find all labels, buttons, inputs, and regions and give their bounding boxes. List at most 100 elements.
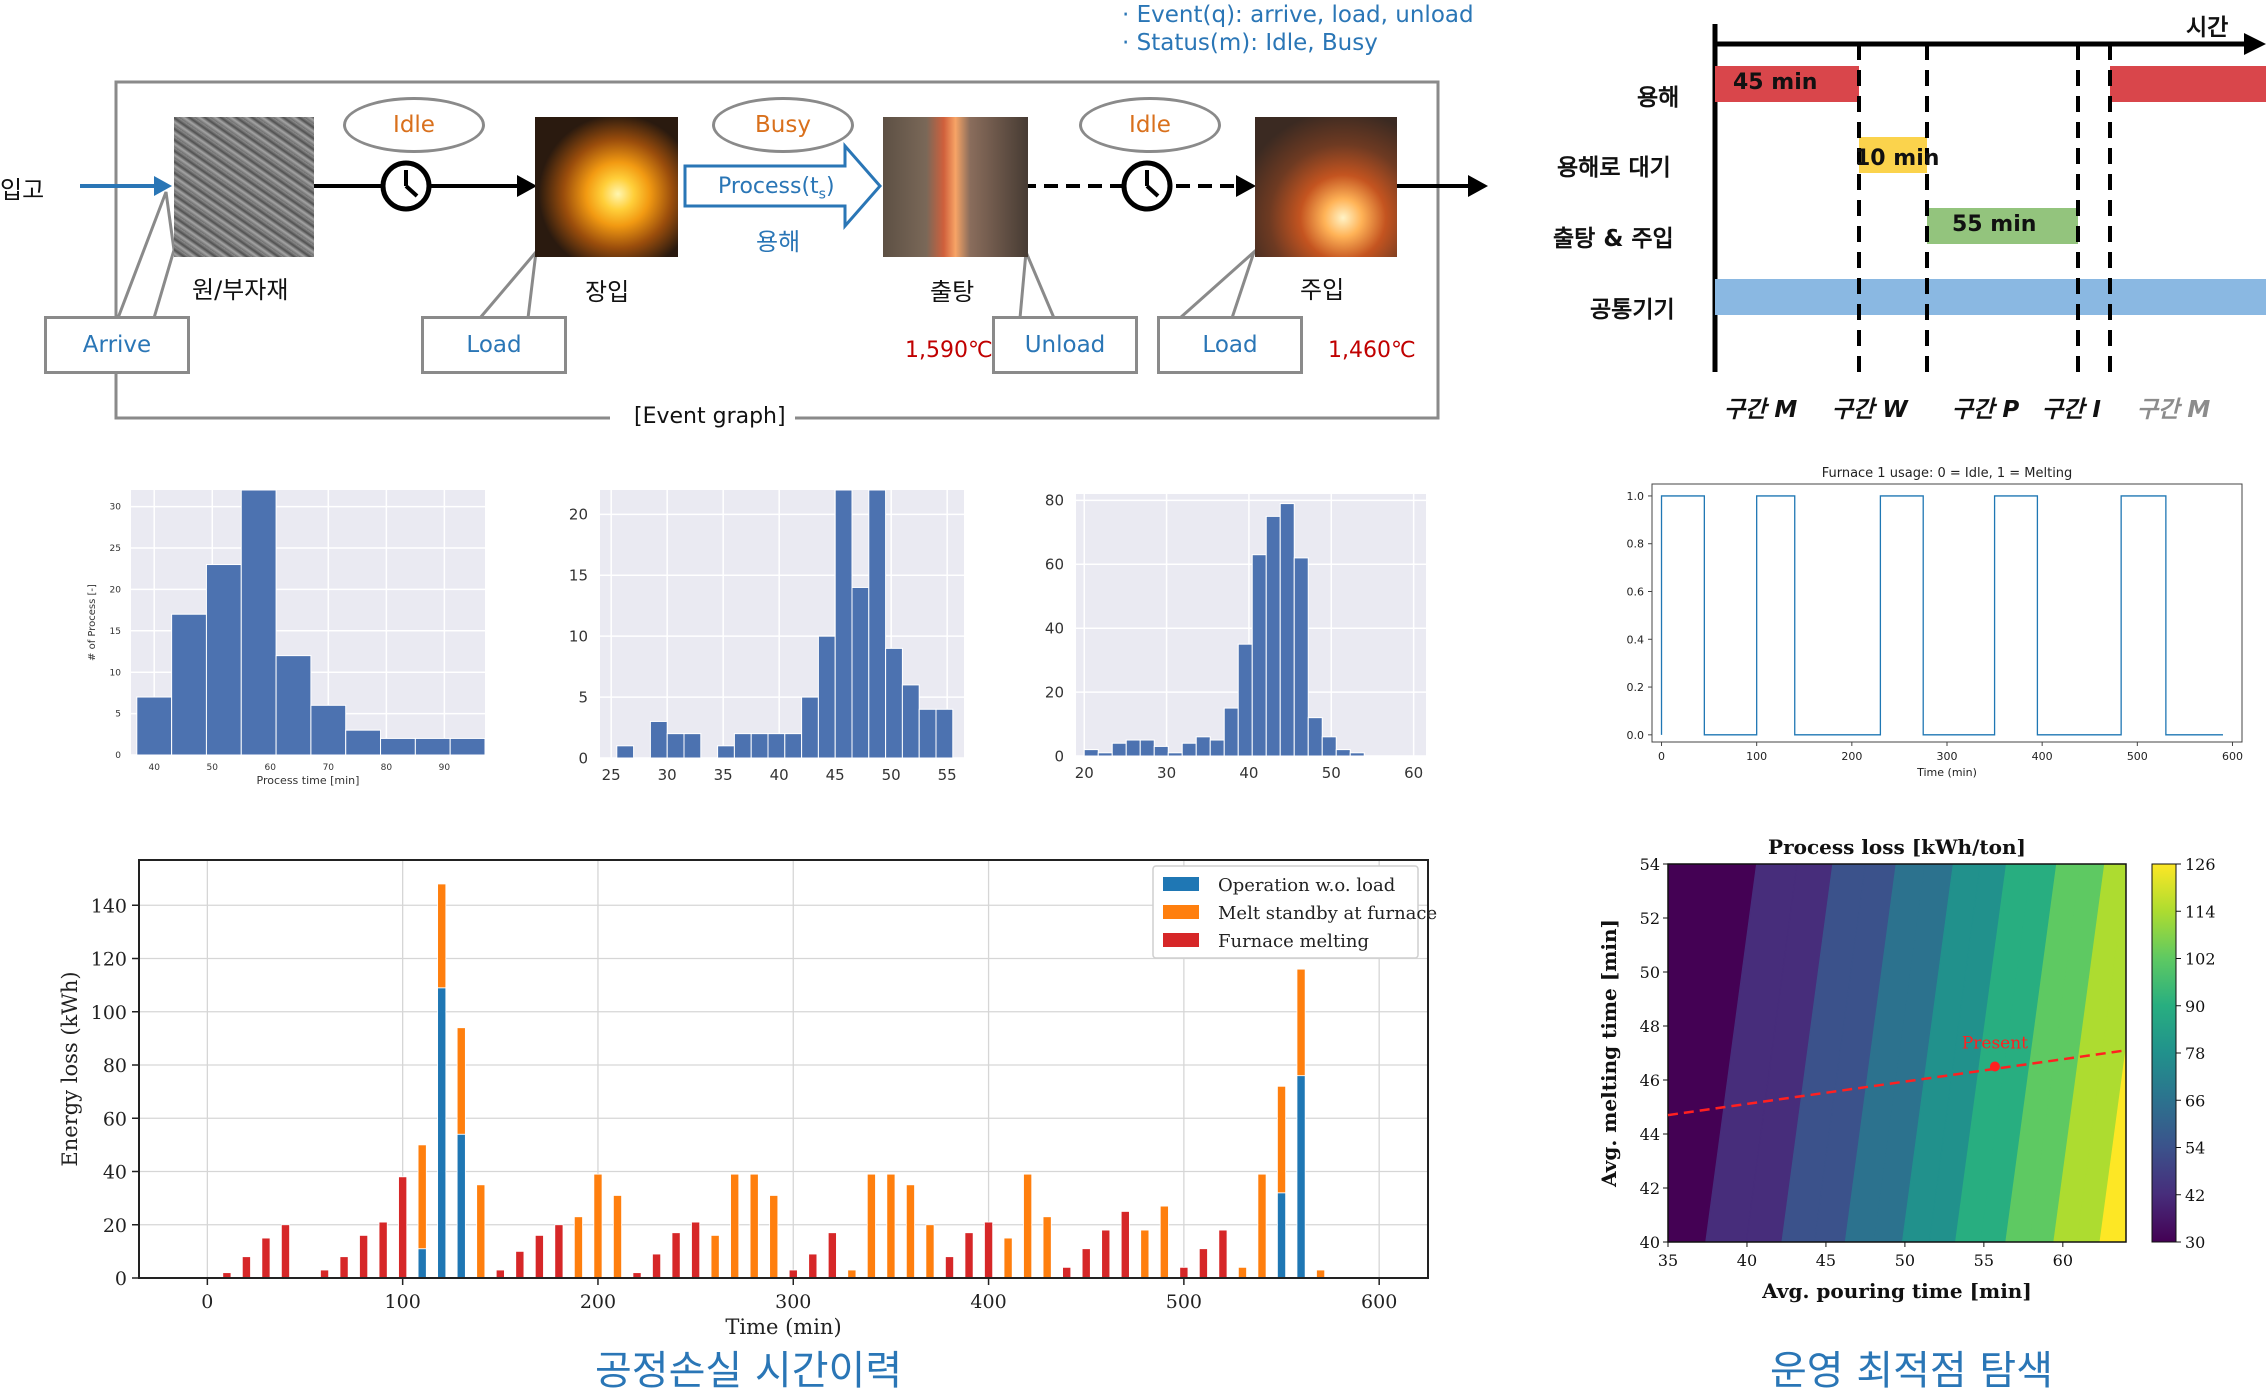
histogram-bar — [1349, 752, 1365, 757]
y-tick-label: 15 — [110, 627, 121, 637]
melting-bar — [2110, 66, 2266, 102]
x-tick-label: 20 — [1075, 764, 1094, 782]
legend-label: Furnace melting — [1218, 931, 1369, 952]
raw-material-photo — [174, 117, 314, 257]
plot-frame — [138, 859, 1429, 1279]
colorbar-tick-label: 114 — [2185, 902, 2216, 921]
x-tick-label: 40 — [1737, 1251, 1757, 1270]
melting-bar — [1715, 66, 1859, 102]
x-tick-label: 60 — [1404, 764, 1423, 782]
legend-swatch — [1163, 877, 1199, 891]
x-tick-label: 90 — [439, 763, 451, 773]
y-tick-label: 60 — [103, 1108, 127, 1130]
x-axis-label: Process time [min] — [257, 774, 360, 787]
pouring-temperature: 1,460℃ — [1328, 338, 1416, 363]
clock-icon — [380, 160, 432, 212]
x-tick-label: 300 — [775, 1291, 811, 1313]
time-axis-label: 시간 — [2186, 15, 2229, 41]
x-tick-label: 50 — [882, 766, 901, 784]
x-tick-label: 45 — [826, 766, 845, 784]
y-tick-label: 42 — [1640, 1179, 1660, 1198]
x-tick-label: 60 — [2053, 1251, 2073, 1270]
y-axis-label: Avg. melting time [min] — [1597, 919, 1621, 1188]
x-tick-label: 300 — [1937, 750, 1958, 763]
section-label: 구간 M — [2137, 397, 2211, 423]
unload-callout: Unload — [992, 316, 1138, 374]
colorbar-tick-label: 78 — [2185, 1044, 2205, 1063]
timeline-row-label: 출탕 & 주입 — [1553, 226, 1674, 252]
left-caption: 공정손실 시간이력 — [595, 1348, 903, 1394]
histogram-bar — [449, 737, 486, 756]
colorbar-tick-label: 90 — [2185, 997, 2205, 1016]
clock-icon — [1121, 160, 1173, 212]
y-tick-label: 0 — [1054, 747, 1064, 765]
x-tick-label: 500 — [2127, 750, 2148, 763]
y-tick-label: 44 — [1640, 1125, 1660, 1144]
x-tick-label: 400 — [2032, 750, 2053, 763]
section-label: 구간 W — [1832, 397, 1908, 423]
y-tick-label: 60 — [1045, 556, 1064, 574]
x-tick-label: 30 — [658, 766, 677, 784]
stage-label: 출탕 — [930, 278, 975, 306]
y-tick-label: 80 — [1045, 492, 1064, 510]
y-tick-label: 5 — [115, 710, 121, 720]
legend-box — [1152, 865, 1419, 959]
y-axis-label: # of Process [-] — [87, 584, 98, 661]
process-korean-label: 용해 — [756, 228, 801, 256]
histogram-bar — [345, 729, 382, 756]
x-tick-label: 70 — [323, 763, 335, 773]
waiting-bar — [1859, 137, 1927, 173]
colorbar-tick-label: 42 — [2185, 1186, 2205, 1205]
legend-label: Operation w.o. load — [1218, 875, 1395, 896]
energy-bar-segment — [417, 1144, 427, 1250]
x-tick-label: 100 — [1746, 750, 1767, 763]
event-graph-caption: [Event graph] — [634, 404, 786, 429]
colorbar-tick-label: 102 — [2185, 950, 2216, 969]
x-axis-label: Time (min) — [725, 1315, 841, 1339]
energy-bar-segment — [1277, 1085, 1287, 1194]
stage-label: 원/부자재 — [192, 276, 289, 304]
idle-state-oval: Idle — [1079, 97, 1221, 153]
x-tick-label: 50 — [1322, 764, 1341, 782]
idle-state-oval: Idle — [343, 97, 485, 153]
y-tick-label: 80 — [103, 1055, 127, 1077]
x-tick-label: 35 — [1658, 1251, 1678, 1270]
y-tick-label: 40 — [1640, 1233, 1660, 1252]
y-tick-label: 0.2 — [1627, 681, 1645, 694]
histogram-bar — [1321, 736, 1337, 757]
contour-band — [2099, 1045, 2126, 1242]
y-tick-label: 20 — [103, 1215, 127, 1237]
energy-bar-segment — [1296, 968, 1306, 1077]
histogram-bar — [310, 704, 347, 756]
y-tick-label: 20 — [110, 586, 122, 596]
y-tick-label: 54 — [1640, 855, 1660, 874]
y-tick-label: 52 — [1640, 909, 1660, 928]
timeline-row-label: 용해 — [1637, 85, 1680, 111]
event-legend: · Event(q): arrive, load, unload — [1122, 2, 1474, 28]
y-tick-label: 20 — [1045, 683, 1064, 701]
x-tick-label: 40 — [148, 763, 160, 773]
x-tick-label: 60 — [265, 763, 277, 773]
x-tick-label: 50 — [1895, 1251, 1915, 1270]
legend-label: Melt standby at furnace — [1218, 903, 1437, 924]
plot-frame — [1651, 483, 2243, 743]
legend-swatch — [1163, 905, 1199, 919]
colorbar-tick-label: 66 — [2185, 1091, 2205, 1110]
status-legend: · Status(m): Idle, Busy — [1122, 30, 1378, 56]
y-tick-label: 25 — [110, 544, 121, 554]
histogram-bar — [240, 489, 277, 756]
right-caption: 운영 최적점 탐색 — [1770, 1348, 2054, 1394]
x-tick-label: 55 — [1974, 1251, 1994, 1270]
x-tick-label: 35 — [714, 766, 733, 784]
y-tick-label: 140 — [91, 895, 127, 917]
x-tick-label: 400 — [970, 1291, 1006, 1313]
bar-label: 10 min — [1855, 146, 1940, 171]
x-tick-label: 0 — [1658, 750, 1665, 763]
contour-fill-group — [1668, 864, 2126, 1242]
